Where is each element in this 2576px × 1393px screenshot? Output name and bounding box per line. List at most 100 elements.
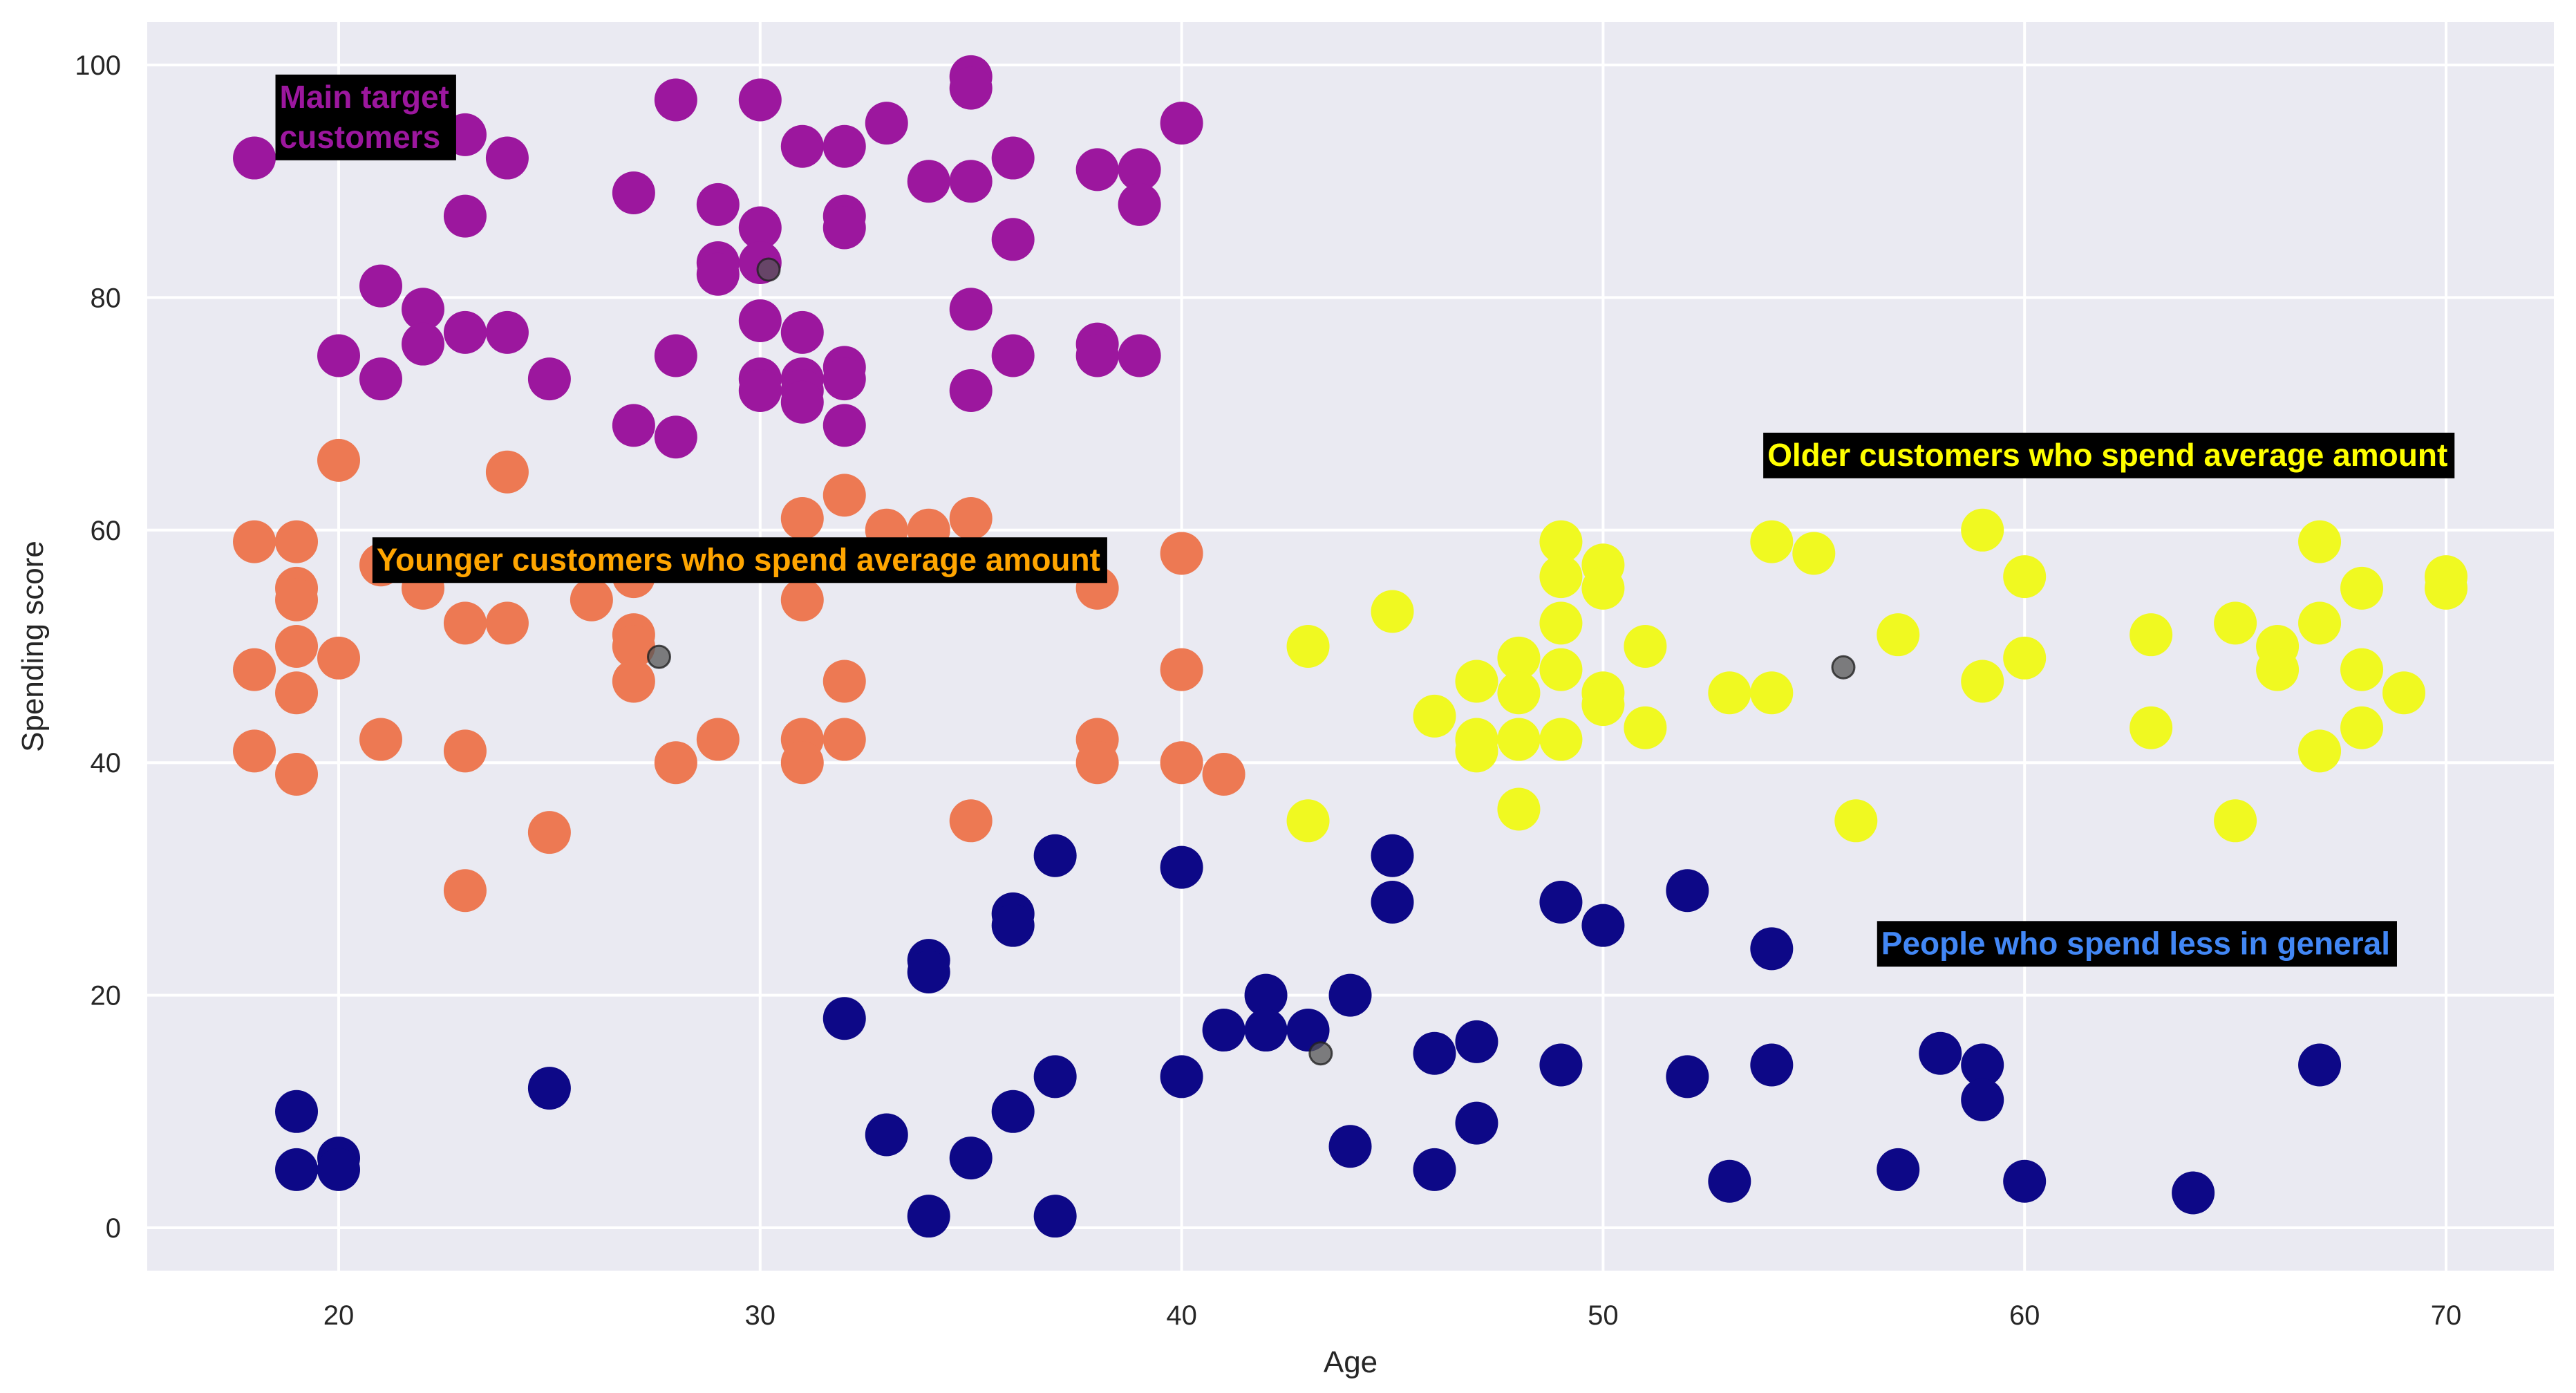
scatter-point: [1455, 729, 1498, 773]
scatter-point: [275, 1148, 319, 1191]
scatter-point: [1455, 1020, 1498, 1063]
scatter-point: [2130, 613, 2173, 657]
scatter-point: [443, 601, 487, 645]
scatter-point: [485, 601, 529, 645]
scatter-point: [2172, 1171, 2215, 1215]
scatter-point: [1160, 532, 1203, 575]
scatter-point: [1750, 520, 1794, 563]
scatter-point: [991, 1090, 1035, 1133]
scatter-point: [1160, 845, 1203, 889]
scatter-point: [822, 660, 866, 703]
scatter-point: [1497, 636, 1541, 680]
scatter-point: [317, 438, 360, 482]
scatter-point: [1792, 532, 1836, 575]
scatter-point: [401, 322, 444, 366]
centroid-marker: [1831, 655, 1856, 680]
scatter-point: [1666, 1055, 1709, 1098]
scatter-point: [275, 625, 319, 668]
scatter-point: [2214, 601, 2257, 645]
x-axis-title: Age: [1324, 1345, 1378, 1379]
scatter-point: [991, 136, 1035, 180]
scatter-point: [1624, 625, 1667, 668]
scatter-point: [485, 310, 529, 354]
scatter-point: [443, 194, 487, 238]
annotations: Main target customers Younger customers wh…: [275, 74, 2455, 967]
scatter-point: [1539, 555, 1583, 599]
scatter-point: [1961, 508, 2004, 552]
scatter-point: [1371, 881, 1414, 924]
data-points: [233, 55, 2467, 1238]
scatter-point: [1075, 741, 1119, 785]
scatter-point: [738, 206, 782, 250]
y-tick-label: 60: [91, 516, 122, 546]
annotation-box: [275, 74, 456, 160]
centroid-marker: [756, 257, 781, 282]
scatter-point: [612, 404, 655, 447]
scatter-point: [233, 648, 276, 691]
scatter-point: [654, 334, 697, 377]
series-2: [233, 438, 1245, 913]
scatter-point: [949, 1137, 993, 1180]
scatter-point: [1539, 520, 1583, 563]
scatter-point: [443, 729, 487, 773]
y-tick-label: 40: [91, 748, 122, 778]
scatter-point: [696, 252, 740, 296]
x-tick-label: 40: [1166, 1300, 1197, 1331]
scatter-point: [822, 474, 866, 517]
annotation-3: People who spend less in general: [1877, 921, 2397, 967]
x-tick-label: 60: [2009, 1300, 2040, 1331]
scatter-point: [780, 124, 824, 168]
y-tick-label: 100: [75, 50, 121, 81]
scatter-point: [485, 136, 529, 180]
scatter-point: [780, 741, 824, 785]
scatter-point: [780, 310, 824, 354]
scatter-point: [1539, 1043, 1583, 1087]
scatter-point: [2003, 1159, 2047, 1203]
scatter-point: [654, 78, 697, 122]
x-tick-label: 20: [323, 1300, 355, 1331]
y-tick-label: 20: [91, 981, 122, 1011]
scatter-point: [275, 578, 319, 621]
scatter-point: [780, 578, 824, 621]
scatter-point: [865, 1113, 908, 1157]
scatter-point: [822, 404, 866, 447]
scatter-point: [317, 636, 360, 680]
x-tick-label: 70: [2431, 1300, 2462, 1331]
scatter-point: [233, 520, 276, 563]
scatter-point: [1877, 613, 1920, 657]
scatter-point: [2382, 671, 2426, 715]
scatter-point: [612, 171, 655, 215]
scatter-point: [738, 78, 782, 122]
scatter-point: [359, 264, 402, 308]
scatter-point: [1834, 799, 1878, 843]
scatter-point: [1160, 102, 1203, 145]
scatter-point: [485, 450, 529, 494]
scatter-point: [1877, 1148, 1920, 1191]
scatter-point: [527, 811, 571, 854]
scatter-point: [1455, 1101, 1498, 1145]
scatter-point: [696, 718, 740, 761]
scatter-point: [822, 718, 866, 761]
scatter-point: [1371, 834, 1414, 877]
scatter-point: [1961, 1078, 2004, 1121]
scatter-point: [1708, 1159, 1751, 1203]
scatter-point: [1750, 927, 1794, 971]
scatter-point: [2425, 566, 2467, 610]
scatter-point: [1033, 1055, 1077, 1098]
scatter-point: [2003, 555, 2047, 599]
scatter-point: [907, 950, 950, 993]
scatter-point: [1539, 718, 1583, 761]
scatter-point: [1033, 1195, 1077, 1238]
scatter-point: [949, 160, 993, 203]
scatter-point: [1750, 671, 1794, 715]
scatter-point: [1919, 1031, 1962, 1075]
scatter-point: [1581, 566, 1625, 610]
scatter-point: [1286, 799, 1330, 843]
y-axis-title: Spending score: [16, 541, 50, 752]
scatter-point: [991, 218, 1035, 261]
scatter-point: [696, 183, 740, 226]
scatter-point: [1244, 973, 1288, 1017]
scatter-point: [1202, 753, 1245, 796]
scatter-point: [907, 1195, 950, 1238]
scatter-point: [1961, 1043, 2004, 1087]
